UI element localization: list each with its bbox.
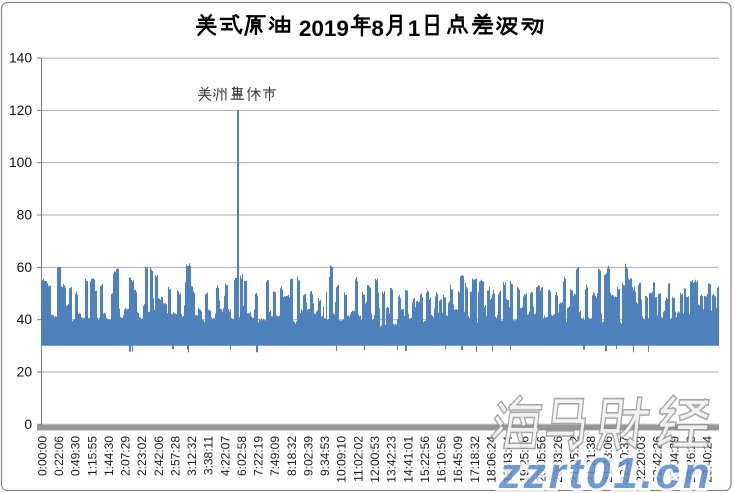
svg-text:12:00:53: 12:00:53 bbox=[368, 436, 382, 483]
svg-text:21:43:06: 21:43:06 bbox=[601, 436, 615, 483]
svg-text:13:42:23: 13:42:23 bbox=[385, 436, 399, 483]
svg-text:16:10:56: 16:10:56 bbox=[435, 436, 449, 483]
svg-text:0: 0 bbox=[24, 417, 32, 432]
svg-text:0:22:06: 0:22:06 bbox=[52, 436, 66, 476]
svg-text:60: 60 bbox=[17, 260, 33, 275]
svg-text:3:38:11: 3:38:11 bbox=[202, 436, 216, 475]
svg-text:2019: 2019 bbox=[299, 16, 349, 41]
svg-text:20:05:56: 20:05:56 bbox=[534, 436, 548, 483]
svg-text:10:09:10: 10:09:10 bbox=[335, 436, 349, 483]
svg-text:16:45:09: 16:45:09 bbox=[451, 436, 465, 483]
svg-text:8:18:32: 8:18:32 bbox=[285, 436, 299, 476]
svg-text:14:41:01: 14:41:01 bbox=[401, 436, 415, 483]
svg-text:zzrt01.cn: zzrt01.cn bbox=[498, 449, 713, 493]
svg-text:7:22:19: 7:22:19 bbox=[252, 436, 266, 476]
svg-text:0:00:00: 0:00:00 bbox=[35, 436, 49, 476]
svg-text:15:22:56: 15:22:56 bbox=[418, 436, 432, 483]
svg-text:1: 1 bbox=[408, 16, 421, 41]
svg-text:4:22:07: 4:22:07 bbox=[218, 436, 232, 476]
svg-text:40: 40 bbox=[17, 312, 33, 327]
svg-text:18:06:24: 18:06:24 bbox=[484, 436, 498, 483]
svg-text:0:49:30: 0:49:30 bbox=[69, 436, 83, 476]
svg-text:zzrt01.cn: zzrt01.cn bbox=[498, 449, 713, 493]
svg-text:120: 120 bbox=[9, 103, 32, 118]
svg-text:140: 140 bbox=[9, 51, 32, 66]
svg-text:8: 8 bbox=[371, 16, 384, 41]
svg-text:6:02:58: 6:02:58 bbox=[235, 436, 249, 476]
svg-text:20: 20 bbox=[17, 365, 33, 380]
svg-text:22:42:26: 22:42:26 bbox=[651, 436, 665, 483]
svg-text:3:12:32: 3:12:32 bbox=[185, 436, 199, 476]
svg-text:20:33:26: 20:33:26 bbox=[551, 436, 565, 483]
svg-text:22:20:03: 22:20:03 bbox=[634, 436, 648, 483]
svg-text:1:44:30: 1:44:30 bbox=[102, 436, 116, 476]
svg-text:100: 100 bbox=[9, 155, 32, 170]
svg-text:2:42:06: 2:42:06 bbox=[152, 436, 166, 476]
svg-text:9:02:39: 9:02:39 bbox=[302, 436, 316, 476]
svg-text:11:02:02: 11:02:02 bbox=[351, 436, 365, 482]
svg-text:7:49:09: 7:49:09 bbox=[268, 436, 282, 476]
svg-text:21:21:38: 21:21:38 bbox=[584, 436, 598, 483]
svg-text:17:18:32: 17:18:32 bbox=[468, 436, 482, 483]
svg-text:80: 80 bbox=[17, 208, 33, 223]
svg-text:9:34:53: 9:34:53 bbox=[318, 436, 332, 476]
svg-text:2:07:29: 2:07:29 bbox=[119, 436, 133, 476]
svg-text:2:23:02: 2:23:02 bbox=[135, 436, 149, 476]
svg-text:2:57:28: 2:57:28 bbox=[168, 436, 182, 476]
svg-text:1:15:55: 1:15:55 bbox=[85, 436, 99, 476]
